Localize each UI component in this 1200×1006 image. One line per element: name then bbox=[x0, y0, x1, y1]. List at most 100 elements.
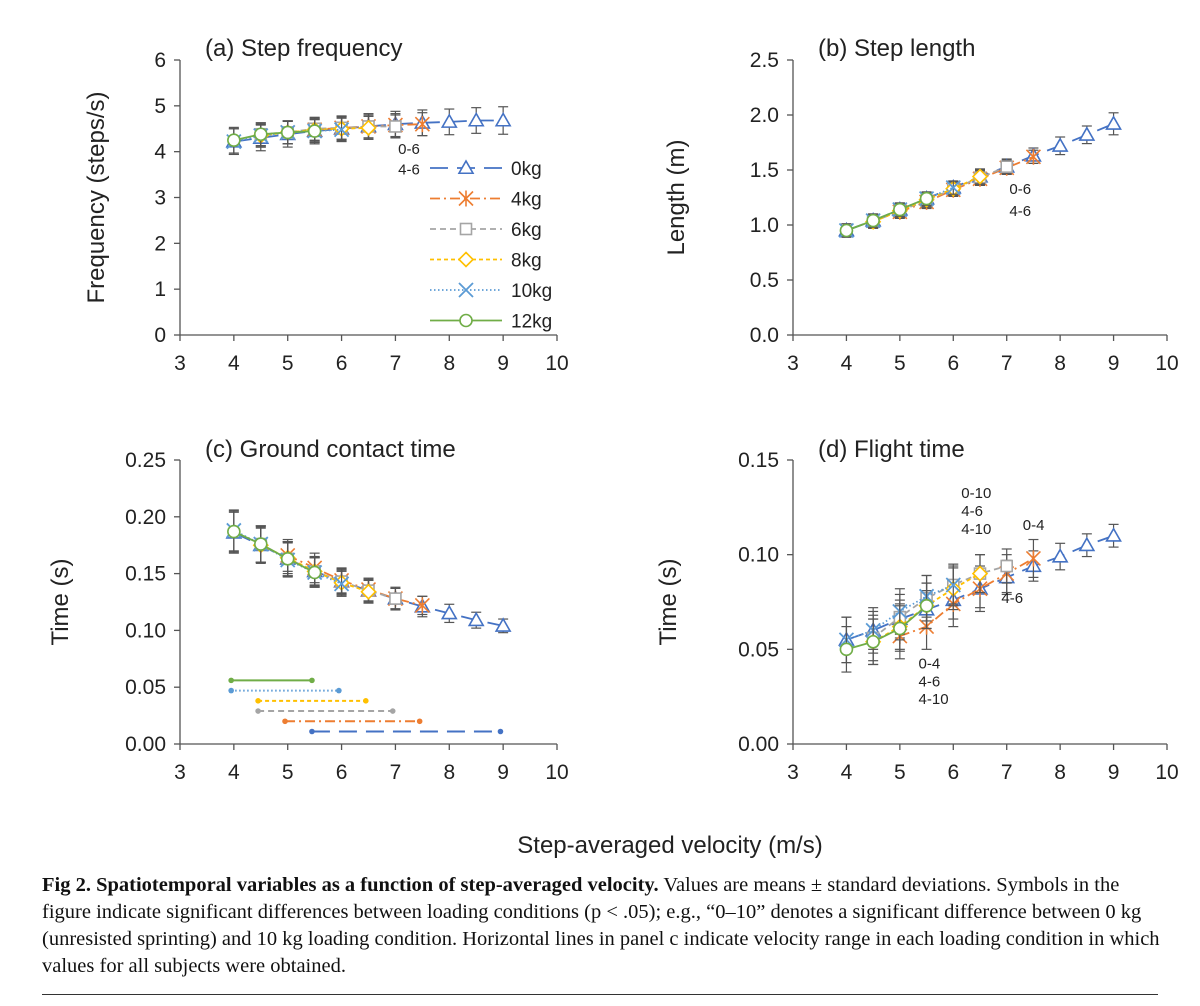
data-point-0kg bbox=[467, 611, 485, 627]
x-tick-label: 9 bbox=[1108, 352, 1120, 375]
y-tick-label: 0.00 bbox=[125, 733, 166, 756]
x-tick-label: 3 bbox=[787, 761, 799, 784]
range-end-dot bbox=[309, 728, 315, 735]
x-tick-label: 10 bbox=[545, 352, 568, 375]
data-point-6kg bbox=[1000, 160, 1014, 173]
range-end-dot bbox=[255, 698, 261, 704]
x-tick-label: 7 bbox=[1001, 352, 1013, 375]
y-tick-label: 1.0 bbox=[750, 214, 779, 237]
y-tick-label: 0.05 bbox=[738, 638, 779, 661]
y-axis-label: Time (s) bbox=[47, 558, 74, 645]
panel-title: (c) Ground contact time bbox=[205, 436, 456, 463]
x-tick-label: 6 bbox=[336, 761, 348, 784]
x-tick-label: 8 bbox=[1054, 761, 1066, 784]
y-tick-label: 6 bbox=[154, 49, 166, 72]
series-line-4kg bbox=[287, 554, 423, 607]
x-tick-label: 9 bbox=[497, 761, 509, 784]
series-0kg bbox=[225, 511, 512, 634]
series-12kg bbox=[227, 118, 322, 154]
significance-annotation: 4-6 bbox=[919, 673, 941, 690]
legend-item-6kg: 6kg bbox=[430, 220, 542, 241]
series-12kg bbox=[227, 510, 322, 588]
data-point-12kg bbox=[919, 598, 934, 613]
data-point-10kg bbox=[945, 577, 961, 593]
legend-label: 8kg bbox=[511, 251, 542, 272]
y-tick-label: 1 bbox=[154, 278, 166, 301]
data-point-4kg bbox=[1025, 550, 1041, 567]
data-point-12kg bbox=[280, 552, 295, 566]
significance-annotation: 4-6 bbox=[1009, 203, 1031, 220]
legend-marker bbox=[459, 222, 473, 236]
panel-b-step-length: 3 4 5 6 7 8 9 10 0.0 0.5 1.0 1.5 2.0 2.5 (b) Step leng… bbox=[663, 35, 1179, 375]
caption-text: Values are means ± standard deviations. … bbox=[42, 874, 1160, 977]
panel-title: (b) Step length bbox=[818, 35, 975, 62]
significance-annotation: 0-4 bbox=[919, 655, 941, 672]
shared-x-axis-label: Step-averaged velocity (m/s) bbox=[517, 832, 822, 859]
panel-title: (a) Step frequency bbox=[205, 35, 402, 62]
data-point-0kg bbox=[440, 604, 458, 620]
series-6kg bbox=[254, 525, 402, 610]
x-tick-label: 4 bbox=[228, 761, 240, 784]
data-point-6kg bbox=[389, 592, 402, 605]
range-end-dot bbox=[416, 718, 423, 725]
data-point-6kg bbox=[389, 120, 402, 133]
legend-marker bbox=[457, 159, 475, 175]
x-tick-label: 3 bbox=[174, 352, 186, 375]
series-line-12kg bbox=[846, 197, 927, 232]
x-tick-label: 6 bbox=[336, 352, 348, 375]
data-point-4kg bbox=[414, 116, 430, 133]
significance-annotation: 0-10 bbox=[961, 485, 991, 502]
data-point-12kg bbox=[280, 125, 295, 140]
data-point-12kg bbox=[839, 642, 854, 657]
y-tick-label: 0.15 bbox=[738, 449, 779, 472]
data-point-0kg bbox=[467, 111, 485, 127]
x-tick-label: 4 bbox=[841, 761, 853, 784]
caption-rule bbox=[42, 994, 1158, 995]
legend-marker bbox=[459, 313, 473, 328]
series-6kg bbox=[866, 548, 1014, 662]
data-point-12kg bbox=[893, 621, 907, 636]
legend-label: 0kg bbox=[511, 159, 542, 180]
series-line-12kg bbox=[233, 530, 316, 574]
y-tick-label: 3 bbox=[154, 187, 166, 210]
y-tick-label: 4 bbox=[154, 141, 166, 164]
legend-item-10kg: 10kg bbox=[430, 281, 552, 302]
data-point-4kg bbox=[1025, 148, 1041, 165]
data-point-0kg bbox=[1105, 527, 1122, 542]
x-tick-label: 9 bbox=[1108, 761, 1120, 784]
y-tick-label: 0.05 bbox=[125, 676, 166, 699]
x-tick-label: 7 bbox=[1001, 761, 1013, 784]
legend-item-4kg: 4kg bbox=[430, 190, 542, 211]
x-tick-label: 8 bbox=[1054, 352, 1066, 375]
range-end-dot bbox=[309, 677, 315, 684]
data-point-8kg bbox=[971, 168, 989, 185]
legend-label: 4kg bbox=[511, 190, 542, 211]
data-point-12kg bbox=[307, 124, 322, 138]
x-tick-label: 8 bbox=[443, 761, 455, 784]
y-tick-label: 0.00 bbox=[738, 733, 779, 756]
y-tick-label: 0.10 bbox=[738, 544, 779, 567]
caption-label: Fig 2. bbox=[42, 874, 91, 896]
significance-annotation: 0-4 bbox=[1023, 517, 1045, 534]
range-end-dot bbox=[228, 677, 234, 684]
data-point-12kg bbox=[866, 213, 880, 228]
data-point-12kg bbox=[253, 537, 268, 551]
x-tick-label: 6 bbox=[947, 761, 959, 784]
y-tick-label: 0.15 bbox=[125, 563, 166, 586]
x-tick-label: 8 bbox=[443, 352, 455, 375]
data-point-6kg bbox=[1000, 559, 1014, 573]
legend-marker bbox=[457, 251, 475, 268]
data-point-4kg bbox=[414, 597, 430, 614]
y-tick-label: 2.0 bbox=[750, 104, 779, 127]
data-point-12kg bbox=[253, 127, 268, 142]
x-tick-label: 7 bbox=[390, 352, 402, 375]
x-tick-label: 7 bbox=[390, 761, 402, 784]
y-tick-label: 0.10 bbox=[125, 619, 166, 642]
legend-item-0kg: 0kg bbox=[430, 159, 542, 180]
data-point-12kg bbox=[866, 634, 880, 649]
series-4kg bbox=[280, 538, 430, 616]
x-tick-label: 10 bbox=[545, 761, 568, 784]
y-tick-label: 5 bbox=[154, 95, 166, 118]
x-tick-label: 10 bbox=[1155, 761, 1178, 784]
y-tick-label: 2.5 bbox=[750, 49, 779, 72]
